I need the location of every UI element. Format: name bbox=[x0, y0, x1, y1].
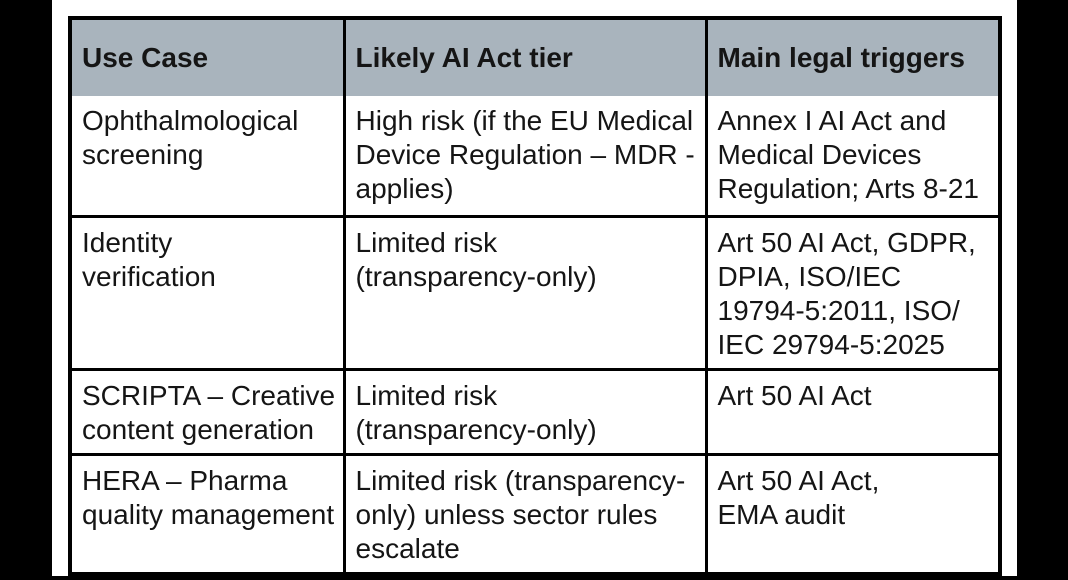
ai-act-use-case-table: Use Case Likely AI Act tier Main legal t… bbox=[68, 16, 1002, 576]
cell-use-case: Identity verification bbox=[68, 214, 346, 369]
table-row: HERA – Pharma quality management Limited… bbox=[68, 452, 1002, 574]
left-letterbox-bar bbox=[0, 0, 52, 580]
bottom-letterbox-bar bbox=[0, 576, 1068, 580]
table-row: Identity verification Limited risk (tran… bbox=[68, 214, 1002, 369]
cell-tier: Limited risk (transparency- only) unless… bbox=[342, 452, 708, 574]
cell-triggers: Annex I AI Act and Medical Devices Regul… bbox=[704, 96, 1002, 216]
column-header-ai-act-tier: Likely AI Act tier bbox=[342, 18, 708, 96]
table-row: Ophthalmological screening High risk (if… bbox=[68, 96, 1002, 216]
cell-use-case: HERA – Pharma quality management bbox=[68, 452, 346, 574]
cell-use-case: SCRIPTA – Creative content generation bbox=[68, 367, 346, 454]
header-row: Use Case Likely AI Act tier Main legal t… bbox=[68, 18, 1002, 96]
cell-tier: High risk (if the EU Medical Device Regu… bbox=[342, 96, 708, 216]
cell-triggers: Art 50 AI Act bbox=[704, 367, 1002, 454]
cell-use-case: Ophthalmological screening bbox=[68, 96, 346, 216]
table-row: SCRIPTA – Creative content generation Li… bbox=[68, 367, 1002, 454]
cell-tier: Limited risk (transparency-only) bbox=[342, 367, 708, 454]
cell-triggers: Art 50 AI Act, EMA audit bbox=[704, 452, 1002, 574]
cell-triggers: Art 50 AI Act, GDPR, DPIA, ISO/IEC 19794… bbox=[704, 214, 1002, 369]
column-header-legal-triggers: Main legal triggers bbox=[704, 18, 1002, 96]
right-letterbox-bar bbox=[1017, 0, 1068, 580]
column-header-use-case: Use Case bbox=[68, 18, 346, 96]
cell-tier: Limited risk (transparency-only) bbox=[342, 214, 708, 369]
